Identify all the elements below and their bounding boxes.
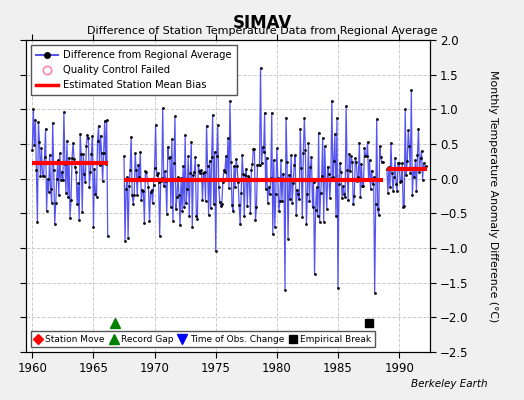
- Text: Difference of Station Temperature Data from Regional Average: Difference of Station Temperature Data f…: [87, 26, 437, 36]
- Text: Berkeley Earth: Berkeley Earth: [411, 379, 487, 389]
- Legend: Station Move, Record Gap, Time of Obs. Change, Empirical Break: Station Move, Record Gap, Time of Obs. C…: [31, 331, 375, 348]
- Y-axis label: Monthly Temperature Anomaly Difference (°C): Monthly Temperature Anomaly Difference (…: [488, 70, 498, 322]
- Text: SIMAV: SIMAV: [232, 14, 292, 32]
